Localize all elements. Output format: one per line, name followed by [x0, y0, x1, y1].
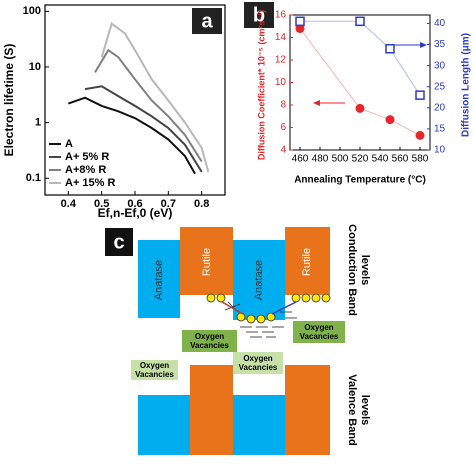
rutile-block	[180, 227, 233, 295]
arrow-head	[420, 42, 427, 48]
series-line	[100, 22, 210, 173]
x-tick-label: 480	[312, 154, 329, 165]
panel-label: c	[113, 231, 124, 253]
vacancy-label: Oxygen	[304, 323, 333, 332]
anatase-block	[233, 395, 285, 455]
anatase-block	[138, 395, 190, 455]
connector	[299, 28, 421, 136]
y-tick-label: 8	[280, 100, 286, 111]
y-tick-label: 6	[280, 122, 286, 133]
x-tick-label: 500	[332, 154, 349, 165]
panel-badge	[192, 8, 222, 34]
y-axis-label: Electron lifetime (S)	[2, 44, 16, 157]
phase-label: Rutile	[301, 248, 313, 276]
x-tick-label: 0.8	[194, 198, 209, 210]
panel-badge	[244, 2, 274, 28]
y-axis-label: Diffusion Coefficient* 10⁻⁵ (cm²s⁻¹)	[256, 10, 266, 160]
y-tick-label: 1	[35, 117, 41, 129]
y-tick-label: 100	[23, 5, 41, 17]
series-line	[84, 85, 203, 173]
vacancy-box	[293, 321, 345, 343]
legend-label: A	[65, 138, 73, 150]
panel-label: a	[201, 10, 213, 32]
y2-tick-label: 10	[434, 145, 446, 156]
band-label: levels	[359, 395, 371, 426]
y-tick-label: 0.1	[26, 172, 41, 184]
point	[295, 16, 305, 27]
y-tick-label: 14	[275, 32, 287, 43]
vacancy-box	[182, 330, 237, 352]
point	[415, 90, 425, 100]
vacancy-label: Oxygen	[140, 361, 169, 370]
y-tick-label: 10	[275, 77, 287, 88]
x-tick-label: 460	[292, 154, 309, 165]
y2-axis-label: Diffusion Length (μm)	[461, 33, 472, 137]
vacancy-label: Oxygen	[195, 332, 224, 341]
phase-label: Rutile	[201, 248, 213, 276]
legend-label: A+ 15% R	[65, 177, 115, 189]
anatase-block	[233, 240, 285, 320]
legend-label: A+8% R	[65, 164, 106, 176]
legend-label: A+ 5% R	[65, 151, 109, 163]
series-line	[67, 96, 196, 175]
vacancy-box	[131, 360, 178, 380]
x-tick-label: 0.4	[61, 198, 77, 210]
phase-label: Anatase	[153, 260, 165, 300]
point	[295, 24, 305, 33]
point	[385, 44, 395, 54]
x-tick-label: 0.7	[161, 198, 176, 210]
x-tick-label: 0.6	[127, 198, 142, 210]
point	[385, 115, 395, 125]
x-tick-label: 540	[372, 154, 389, 165]
y2-tick-label: 15	[434, 124, 446, 135]
connector	[300, 20, 421, 96]
x-tick-label: 0.5	[94, 198, 109, 210]
vacancy-label: Vacancies	[239, 363, 278, 372]
point	[415, 130, 425, 140]
vacancy-label: Vacancies	[190, 341, 229, 350]
band-label: levels	[359, 255, 371, 286]
y2-tick-label: 30	[434, 60, 446, 71]
point	[355, 103, 365, 113]
diagram: c Anatase Rutile Anatase Rutile	[105, 227, 345, 455]
y-tick-label: 4	[280, 145, 286, 156]
series-line	[94, 48, 203, 163]
transfer-arrow	[271, 301, 297, 315]
arrow-head	[313, 100, 320, 106]
rutile-block	[285, 365, 330, 455]
vacancy-box	[233, 352, 283, 374]
y-tick-label: 12	[275, 55, 287, 66]
y-tick-label: 16	[275, 10, 287, 21]
x-axis-label: Annealing Temperature (°C)	[294, 175, 426, 186]
vacancy-label: Vacancies	[300, 332, 339, 341]
band-label: Valence Band	[346, 374, 358, 446]
y2-tick-label: 20	[434, 102, 446, 113]
y2-tick-label: 25	[434, 81, 446, 92]
vacancy-label: Oxygen	[243, 354, 272, 363]
electrons	[206, 293, 331, 324]
panel-label: b	[253, 4, 265, 26]
x-axis-label: Ef,n-Ef,0 (eV)	[98, 206, 173, 220]
point	[355, 16, 365, 27]
x-tick-label: 560	[392, 154, 409, 165]
band-label: Conduction Band	[346, 224, 358, 316]
panel-badge	[105, 228, 133, 256]
vacancy-label: Vacancies	[135, 370, 174, 379]
rutile-block	[285, 227, 330, 295]
x-tick-label: 520	[352, 154, 369, 165]
y2-tick-label: 35	[434, 39, 446, 50]
y2-tick-label: 40	[434, 18, 446, 29]
y-tick-label: 10	[29, 61, 41, 73]
anatase-block	[138, 240, 180, 318]
transfer-arrow	[221, 301, 244, 315]
phase-label: Anatase	[253, 260, 265, 300]
x-tick-label: 580	[412, 154, 429, 165]
rutile-block	[190, 365, 233, 455]
